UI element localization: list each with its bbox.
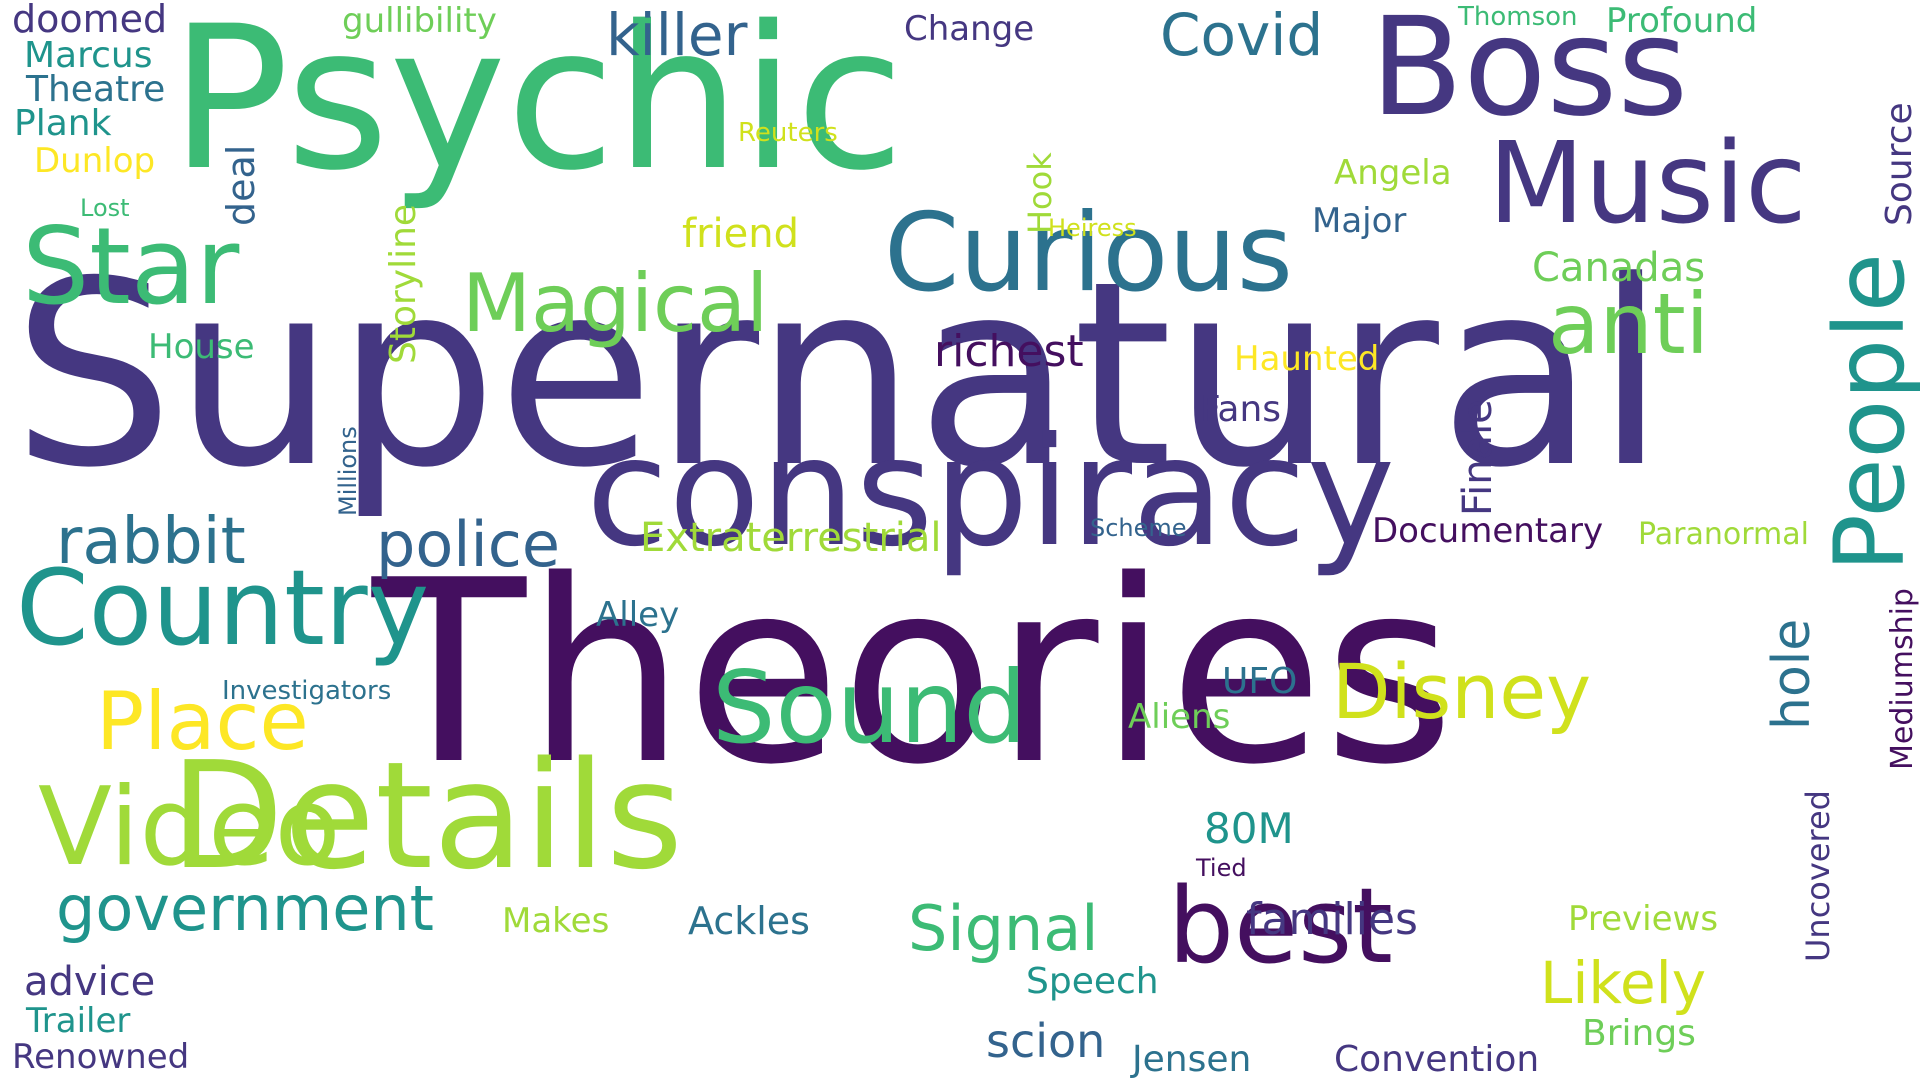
word-scheme: Scheme xyxy=(1090,514,1187,542)
word-richest: richest xyxy=(934,326,1084,377)
word-advice: advice xyxy=(24,959,156,1005)
word-country: Country xyxy=(16,547,430,669)
word-storyline: Storyline xyxy=(383,203,424,364)
word-magical: Magical xyxy=(462,257,769,350)
word-alley: Alley xyxy=(596,595,680,635)
word-canadas: Canadas xyxy=(1532,245,1706,291)
word-best: best xyxy=(1168,865,1393,987)
word-details: Details xyxy=(170,730,684,902)
word-marcus: Marcus xyxy=(24,35,153,76)
word-boss: Boss xyxy=(1370,0,1689,147)
word-tied: Tied xyxy=(1196,854,1247,882)
word-reuters: Reuters xyxy=(738,118,838,148)
word-rabbit: rabbit xyxy=(56,505,246,579)
word-80m: 80M xyxy=(1204,804,1294,853)
word-covid: Covid xyxy=(1160,1,1324,69)
word-renowned: Renowned xyxy=(12,1037,190,1077)
word-millions: Millions xyxy=(334,426,362,516)
word-finale: Finale xyxy=(1455,399,1501,516)
word-documentary: Documentary xyxy=(1372,511,1604,551)
word-ufo: UFO xyxy=(1222,661,1298,702)
word-hole: hole xyxy=(1762,618,1822,730)
word-doomed: doomed xyxy=(12,0,168,41)
word-extraterrestrial: Extraterrestrial xyxy=(640,515,942,561)
word-sound: Sound xyxy=(712,649,1027,766)
word-source: Source xyxy=(1879,102,1920,226)
word-trailer: Trailer xyxy=(26,1001,131,1041)
word-killer: killer xyxy=(606,1,748,69)
word-dunlop: Dunlop xyxy=(34,141,156,181)
word-anti: anti xyxy=(1548,275,1709,373)
word-police: police xyxy=(376,508,560,581)
word-government: government xyxy=(56,872,434,945)
word-thomson: Thomson xyxy=(1458,2,1578,32)
word-video: Video xyxy=(38,765,341,890)
word-theatre: Theatre xyxy=(26,69,166,110)
word-haunted: Haunted xyxy=(1234,339,1380,379)
word-music: Music xyxy=(1488,119,1807,249)
word-makes: Makes xyxy=(502,901,610,941)
word-major: Major xyxy=(1312,201,1407,241)
word-speech: Speech xyxy=(1026,961,1159,1002)
word-scion: scion xyxy=(986,1014,1106,1068)
word-star: Star xyxy=(22,205,240,328)
word-house: House xyxy=(148,327,255,367)
word-plank: Plank xyxy=(14,103,112,144)
word-gullibility: gullibility xyxy=(342,1,497,41)
word-conspiracy: conspiracy xyxy=(586,406,1396,580)
word-convention: Convention xyxy=(1334,1039,1540,1080)
word-families: families xyxy=(1246,894,1418,945)
word-brings: Brings xyxy=(1582,1013,1696,1054)
word-fans: Fans xyxy=(1200,389,1282,430)
word-psychic: Psychic xyxy=(170,0,905,214)
word-profound: Profound xyxy=(1606,1,1758,41)
word-heiress: Heiress xyxy=(1048,214,1137,242)
word-place: Place xyxy=(96,675,309,768)
word-change: Change xyxy=(904,9,1035,49)
word-aliens: Aliens xyxy=(1128,697,1231,737)
word-uncovered: Uncovered xyxy=(1799,790,1837,962)
word-signal: Signal xyxy=(908,892,1099,965)
word-previews: Previews xyxy=(1568,899,1719,939)
word-deal: deal xyxy=(219,144,263,226)
word-disney: Disney xyxy=(1332,647,1592,736)
word-investigators: Investigators xyxy=(222,676,392,706)
word-theories: Theories xyxy=(372,527,1455,820)
word-curious: Curious xyxy=(884,191,1294,316)
word-supernatural: Supernatural xyxy=(12,227,1667,524)
word-friend: friend xyxy=(682,211,799,257)
word-angela: Angela xyxy=(1334,153,1452,193)
word-jensen: Jensen xyxy=(1132,1039,1252,1080)
word-likely: Likely xyxy=(1540,949,1707,1017)
word-ackles: Ackles xyxy=(688,899,810,943)
word-people: People xyxy=(1814,253,1920,572)
word-lost: Lost xyxy=(80,194,130,222)
word-paranormal: Paranormal xyxy=(1638,517,1809,552)
word-mediumship: Mediumship xyxy=(1885,588,1920,770)
